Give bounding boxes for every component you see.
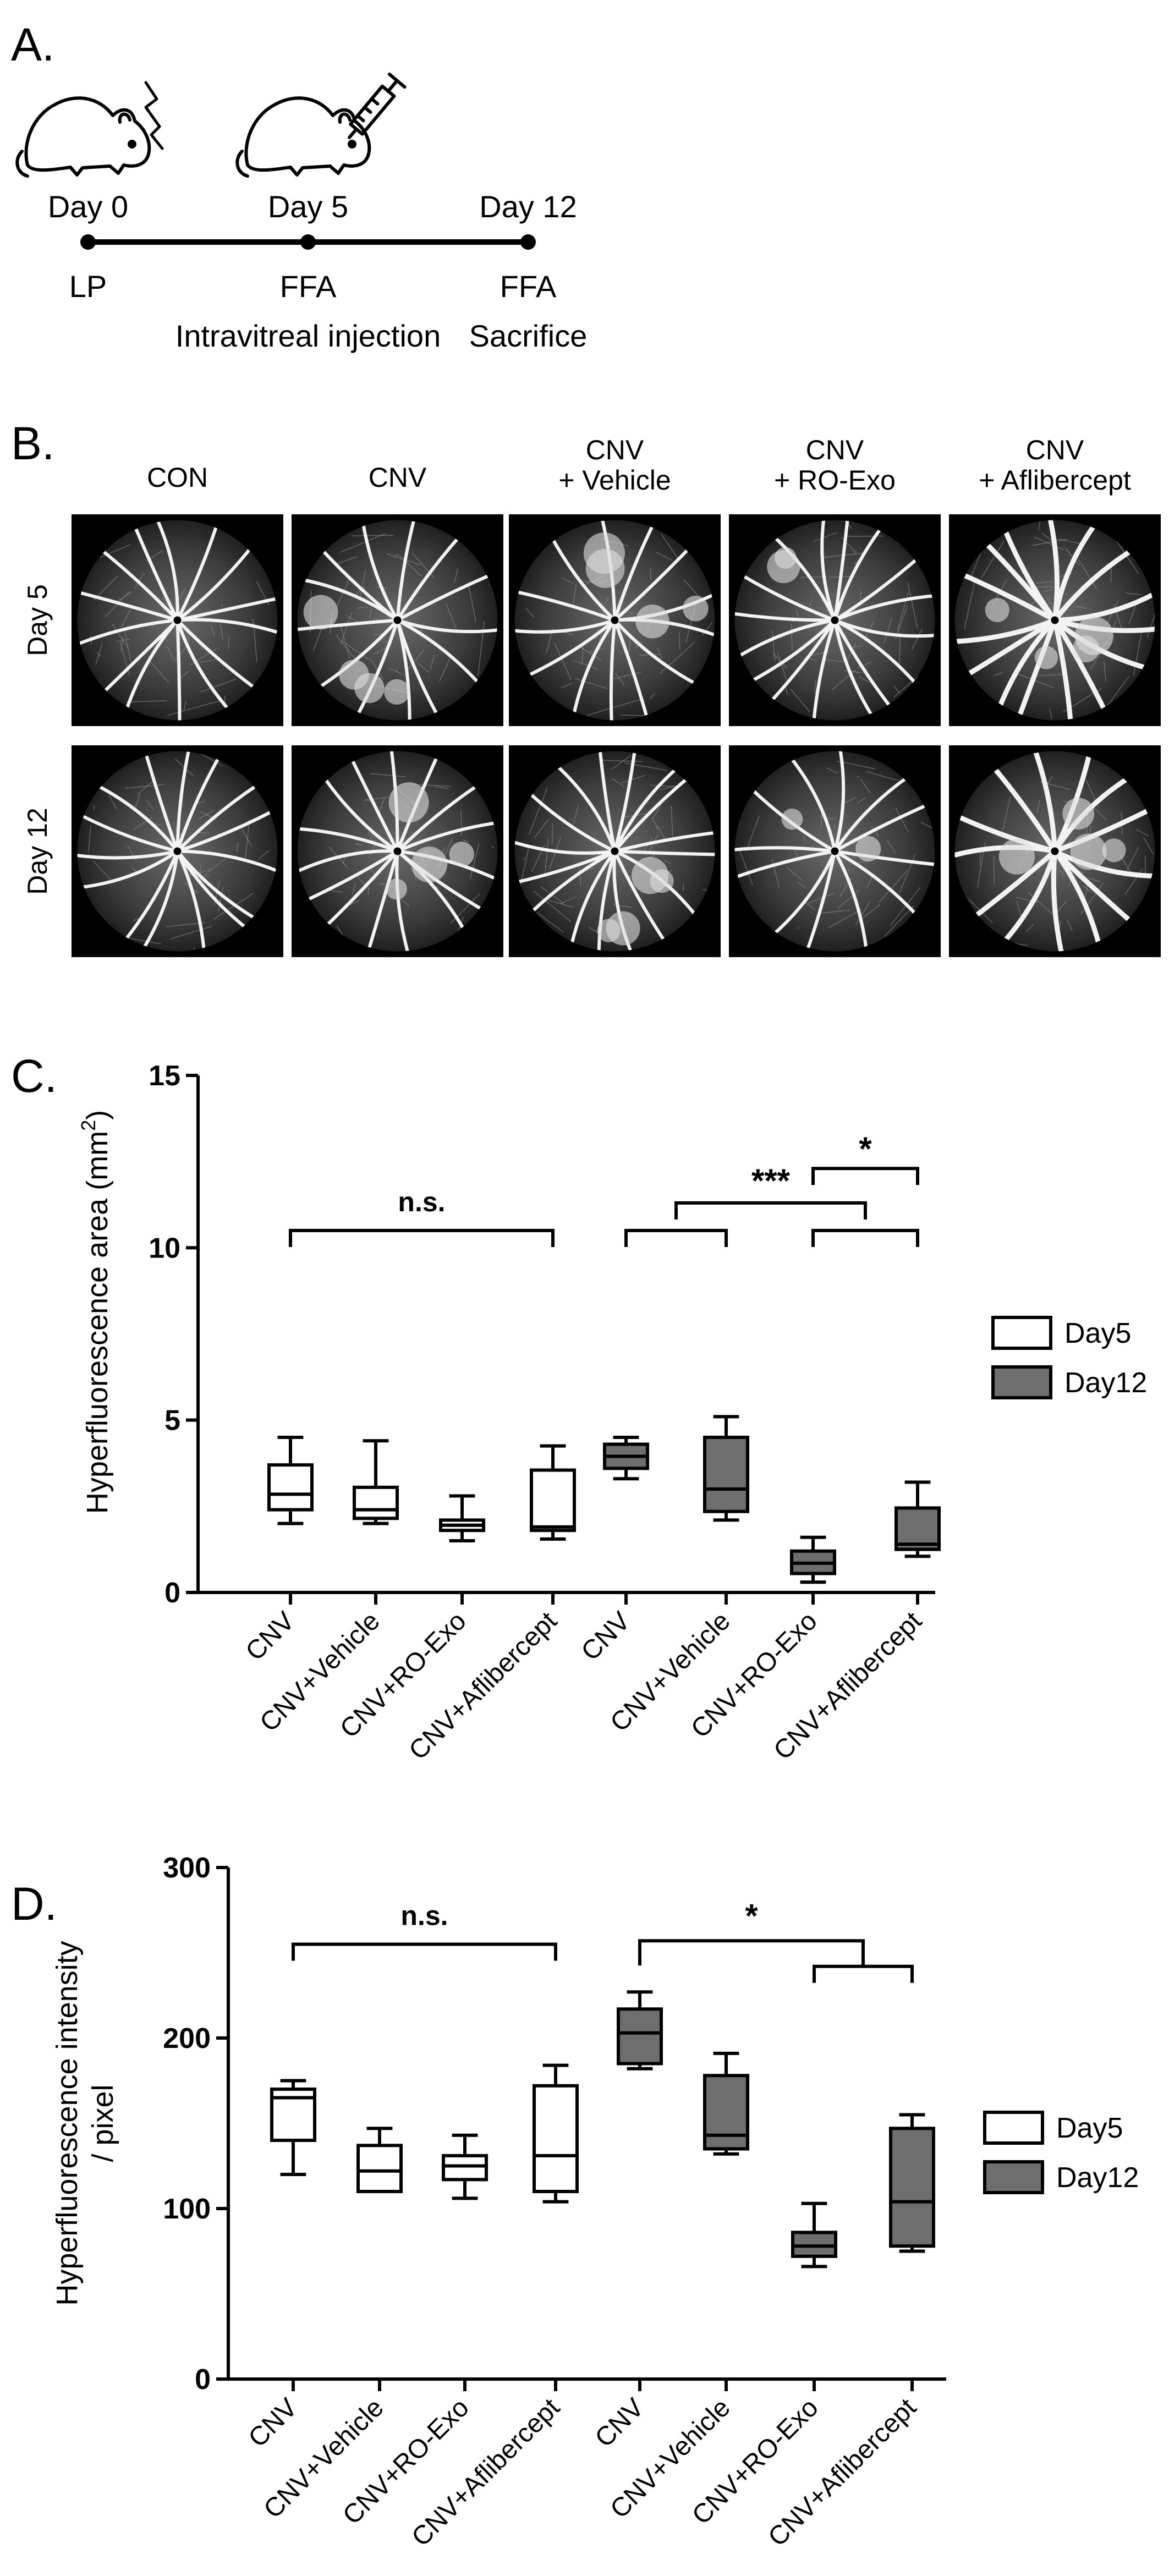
timeline-day-0: Day 0 [48,189,128,224]
chart-d-box-7 [889,2113,935,2253]
timeline-dot-0 [80,234,96,250]
chart-d-box-4 [617,1990,663,2070]
column-header-3: CNV + RO-Exo [774,435,896,496]
chart-c-box-1 [353,1439,399,1525]
chart-c-bracket-right-pair [811,1229,919,1247]
chart-d-box-1 [356,2127,403,2194]
column-header-2: CNV + Vehicle [558,435,671,496]
chart-c-box-6 [790,1535,836,1584]
panel-c-letter: C. [11,1050,57,1102]
row-label-1: Day 12 [22,808,53,894]
chart-c-bracket-single [811,1167,919,1185]
timeline-dot-2 [520,234,536,250]
chart-c-legend: Day5 Day12 [991,1316,1147,1399]
panel-b: B. CON CNV CNV + Vehicle CNV + RO-Exo CNV + Afl… [11,418,1161,957]
panel-d: D. Hyperfluorescence intensity / pixel 0… [11,1852,1139,2552]
chart-d-legend: Day5 Day12 [983,2111,1139,2194]
chart-c-annotation-triple: *** [751,1162,791,1199]
chart-d-bracket-star [638,1939,865,1966]
chart-c-annotation-single: * [859,1130,872,1167]
timeline-day-1: Day 5 [268,189,348,224]
row-label-0: Day 5 [22,584,53,656]
fundus-image-r1-c2 [509,745,721,957]
chart-d-ytick-label-3: 300 [163,1852,211,1884]
timeline-event2-2: Sacrifice [469,318,588,353]
chart-c-box-5 [703,1415,749,1522]
chart-c-box-4 [603,1436,649,1481]
chart-c-box-2 [439,1494,485,1542]
chart-c-xtick-label-4: CNV [576,1606,636,1666]
fundus-image-r0-c3 [729,514,941,726]
chart-d-annotation-ns: n.s. [400,1901,448,1931]
chart-c-bracket-left-pair [624,1229,728,1247]
fundus-image-r1-c3 [729,745,941,957]
timeline-event-2: FFA [500,269,557,304]
panel-a-letter: A. [11,19,54,70]
chart-c-ytick-label-3: 15 [149,1060,180,1092]
panel-d-letter: D. [11,1878,57,1930]
chart-d-xtick-label-4: CNV [590,2393,650,2453]
chart-c-legend-swatch-0 [991,1316,1052,1350]
chart-c-legend-swatch-1 [991,1365,1052,1399]
chart-d-ytick-label-0: 0 [195,2364,211,2396]
chart-d-box-3 [533,2063,579,2204]
chart-c-ytick-label-1: 5 [164,1405,180,1437]
fundus-image-r1-c0 [72,745,283,957]
chart-d-legend-swatch-0 [983,2111,1044,2145]
chart-c-box-3 [530,1444,576,1541]
column-header-4: CNV + Aflibercept [979,435,1131,496]
chart-c-xtick-label-0: CNV [240,1606,300,1666]
mouse-laser-icon [15,81,164,178]
timeline-day-2: Day 12 [479,189,577,224]
timeline-dot-1 [300,234,316,250]
chart-c-legend-label-0: Day5 [1064,1317,1131,1349]
fundus-image-r1-c4 [949,745,1161,957]
panel-b-letter: B. [11,418,54,469]
panel-c-ylabel: Hyperfluorescence area (mm2) [77,1110,114,1514]
chart-d-ytick-label-1: 100 [163,2193,211,2225]
chart-d-box-6 [791,2201,837,2269]
chart-d-legend-label-0: Day5 [1056,2112,1123,2144]
chart-d-box-2 [442,2133,488,2200]
chart-d-bracket-right-pair [813,1964,914,1983]
chart-c-legend-label-1: Day12 [1064,1367,1147,1399]
chart-c-bracket-ns [289,1229,555,1247]
chart-d-xtick-label-0: CNV [243,2393,303,2453]
column-header-1: CNV [369,462,427,493]
chart-c-ytick-label-0: 0 [164,1577,180,1609]
fundus-image-r0-c4 [949,514,1161,726]
chart-d-legend-label-1: Day12 [1056,2162,1139,2194]
chart-c-ytick-label-2: 10 [149,1232,180,1264]
fundus-image-r0-c2 [509,514,721,726]
panel-a: A. [11,19,587,353]
mouse-syringe-icon [235,73,407,178]
chart-d-bracket-ns [292,1942,557,1961]
fundus-image-r0-c0 [72,514,283,726]
timeline-event-1: FFA [280,269,337,304]
chart-c-box-7 [894,1480,941,1558]
chart-c-annotation-ns: n.s. [398,1187,445,1217]
column-header-0: CON [147,462,208,493]
chart-d-ytick-label-2: 200 [163,2023,211,2055]
chart-d-legend-swatch-1 [983,2160,1044,2194]
panel-d-ylabel-line2: / pixel [86,2084,119,2162]
panel-c: C. Hyperfluorescence area (mm2) 0 5 10 15 CN… [11,1050,1147,1766]
chart-c-bracket-triple [674,1201,867,1220]
panel-d-ylabel-line1: Hyperfluorescence intensity [51,1941,84,2305]
chart-d-box-0 [270,2079,316,2176]
timeline-event2-1: Intravitreal injection [175,318,441,353]
chart-c-box-0 [267,1436,314,1525]
chart-d-box-5 [703,2051,749,2156]
fundus-image-r1-c1 [292,745,503,957]
timeline-event-0: LP [69,269,107,304]
chart-d-annotation-star: * [745,1897,758,1934]
fundus-image-r0-c1 [292,514,503,726]
